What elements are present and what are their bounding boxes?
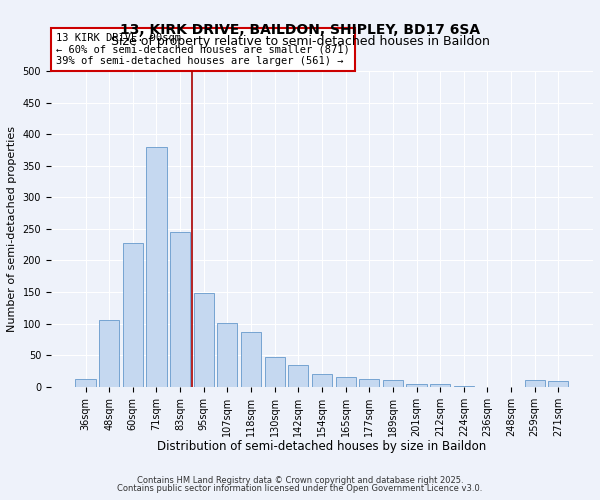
Text: 13, KIRK DRIVE, BAILDON, SHIPLEY, BD17 6SA: 13, KIRK DRIVE, BAILDON, SHIPLEY, BD17 6… — [120, 22, 480, 36]
Bar — [99, 320, 119, 387]
Text: Contains public sector information licensed under the Open Government Licence v3: Contains public sector information licen… — [118, 484, 482, 493]
Bar — [170, 232, 190, 387]
Bar — [383, 380, 403, 387]
Bar — [312, 374, 332, 387]
Bar — [265, 357, 285, 387]
Bar — [524, 380, 545, 387]
Bar — [146, 146, 167, 387]
Bar — [194, 294, 214, 387]
Text: Size of property relative to semi-detached houses in Baildon: Size of property relative to semi-detach… — [110, 35, 490, 48]
Bar — [548, 381, 568, 387]
Bar — [454, 386, 474, 387]
Bar — [406, 384, 427, 387]
Bar — [288, 364, 308, 387]
X-axis label: Distribution of semi-detached houses by size in Baildon: Distribution of semi-detached houses by … — [157, 440, 487, 453]
Bar — [335, 378, 356, 387]
Text: 13 KIRK DRIVE: 90sqm
← 60% of semi-detached houses are smaller (871)
39% of semi: 13 KIRK DRIVE: 90sqm ← 60% of semi-detac… — [56, 33, 350, 66]
Text: Contains HM Land Registry data © Crown copyright and database right 2025.: Contains HM Land Registry data © Crown c… — [137, 476, 463, 485]
Bar — [217, 323, 238, 387]
Bar — [430, 384, 450, 387]
Bar — [123, 243, 143, 387]
Y-axis label: Number of semi-detached properties: Number of semi-detached properties — [7, 126, 17, 332]
Bar — [241, 332, 261, 387]
Bar — [76, 378, 95, 387]
Bar — [359, 379, 379, 387]
